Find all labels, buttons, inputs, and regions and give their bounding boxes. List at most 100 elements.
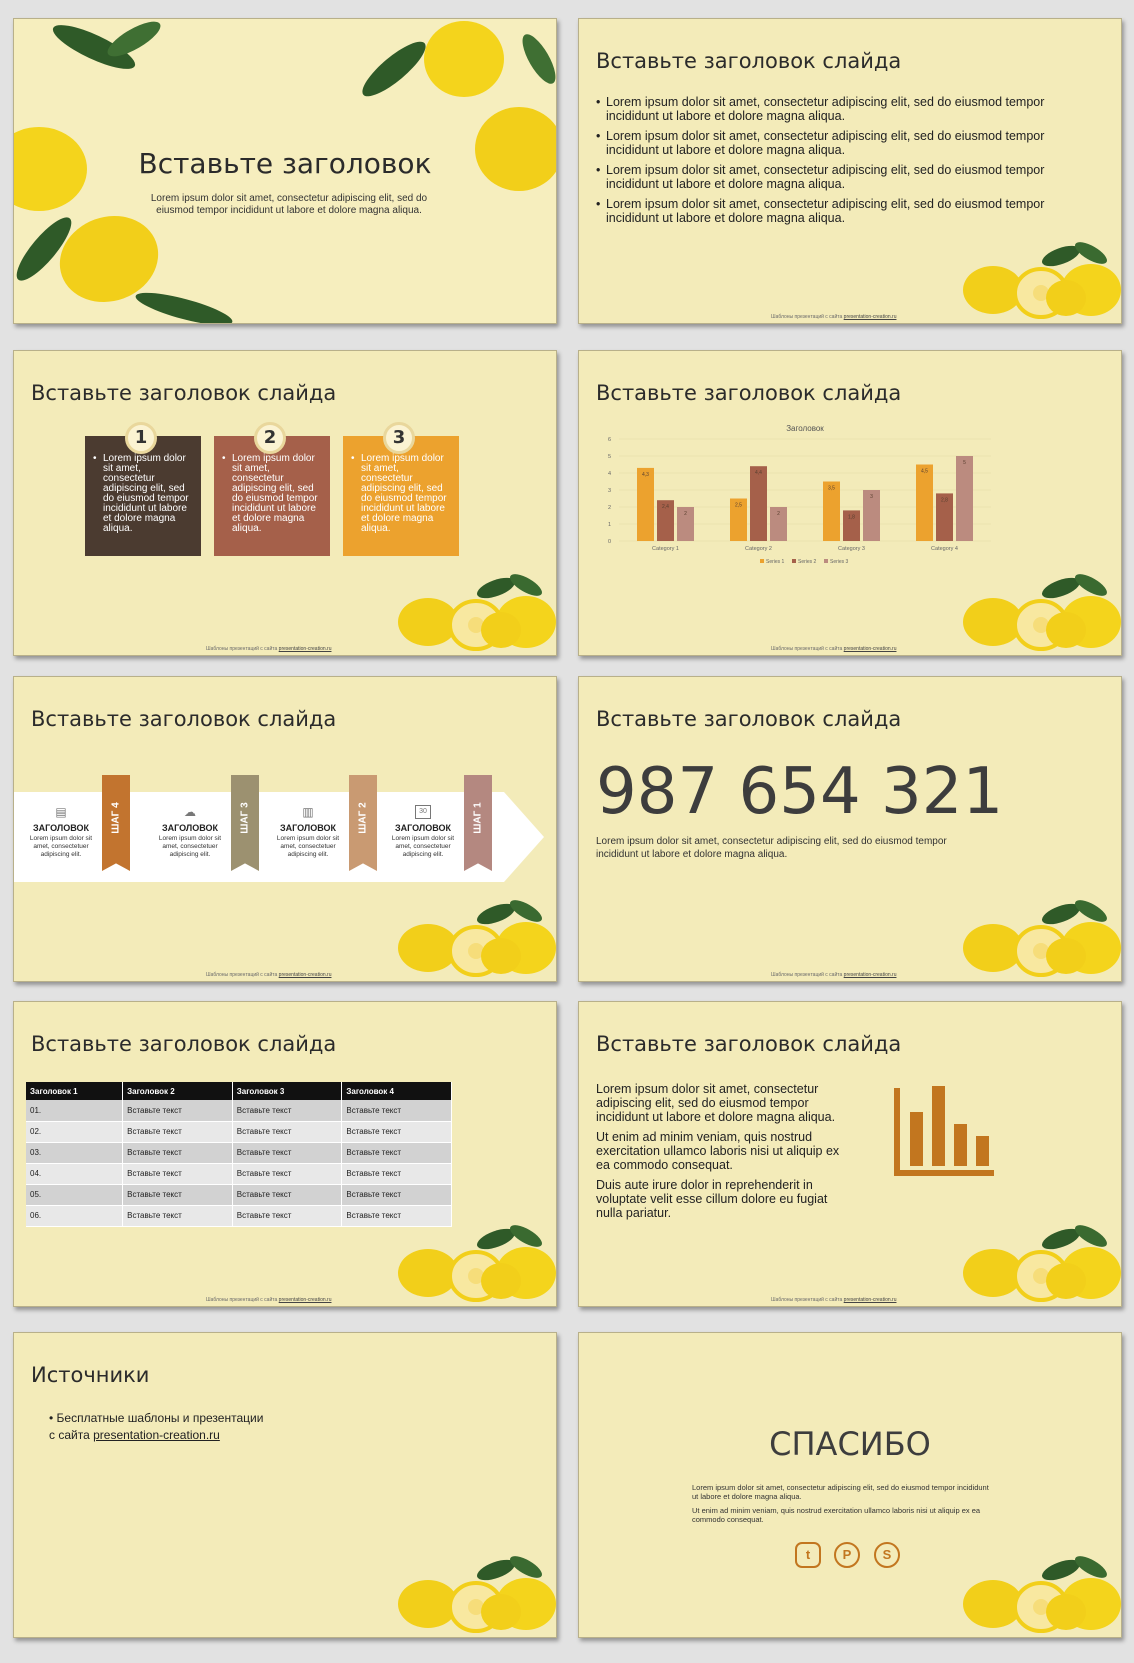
- data-label: 4,4: [755, 470, 762, 476]
- footer-credit: Шаблоны презентаций с сайта presentation…: [206, 646, 332, 652]
- table-row: 06. Вставьте текст Вставьте текст Вставьте …: [26, 1205, 452, 1227]
- bar: [657, 500, 674, 541]
- lemons-image: [963, 1225, 1121, 1302]
- card-2: 2 Lorem ipsum dolor sit amet, consectetu…: [214, 422, 330, 556]
- y-tick-label: 6: [608, 437, 611, 443]
- bullet-item: Lorem ipsum dolor sit amet, consectetur …: [596, 197, 1096, 225]
- step-card: 30 ЗАГОЛОВОК Lorem ipsum dolor sit amet,…: [384, 805, 462, 859]
- bullet-item: Lorem ipsum dolor sit amet, consectetur …: [596, 129, 1096, 157]
- bar-chart: Заголовок 0 1 2 3 4 5 6 4,3 2,4 2 Category 1 2,5 4,4 2…: [608, 424, 991, 565]
- slide-title: Вставьте заголовок слайда: [31, 1032, 337, 1056]
- twitter-icon[interactable]: t: [795, 1542, 821, 1568]
- footer-credit: Шаблоны презентаций с сайта presentation…: [771, 646, 897, 652]
- lemons-photo: [14, 21, 556, 323]
- big-number: 987 654 321: [596, 755, 1004, 829]
- y-tick-label: 0: [608, 539, 611, 545]
- thanks-text: Lorem ipsum dolor sit amet, consectetur …: [692, 1483, 989, 1501]
- paragraphs: Lorem ipsum dolor sit amet, consectetur …: [596, 1082, 846, 1226]
- table-header: Заголовок 3: [232, 1082, 343, 1100]
- cloud-icon: ☁: [184, 805, 196, 819]
- step-card: ☁ ЗАГОЛОВОК Lorem ipsum dolor sit amet, …: [151, 805, 229, 859]
- slide-title: Вставьте заголовок слайда: [596, 1032, 902, 1056]
- slide-subtitle: Lorem ipsum dolor sit amet, consectetur …: [150, 193, 428, 216]
- step-ribbon: ШАГ 3: [231, 775, 259, 871]
- data-label: 2,5: [735, 503, 742, 509]
- step-card: ▤ ЗАГОЛОВОК Lorem ipsum dolor sit amet, …: [22, 805, 100, 859]
- data-table: Заголовок 1 Заголовок 2 Заголовок 3 Заго…: [26, 1082, 452, 1227]
- data-label: 2,4: [662, 504, 669, 510]
- number-caption: Lorem ipsum dolor sit amet, consectetur …: [596, 836, 947, 860]
- footer-link[interactable]: presentation-creation.ru: [843, 1297, 897, 1303]
- card-1: 1 Lorem ipsum dolor sit amet, consectetu…: [85, 422, 201, 556]
- legend-label: Series 1: [766, 559, 785, 565]
- bar: [936, 493, 953, 541]
- footer-link[interactable]: presentation-creation.ru: [843, 646, 897, 652]
- footer-credit: Шаблоны презентаций с сайта presentation…: [206, 972, 332, 978]
- bar: [823, 481, 840, 541]
- table-row: 04. Вставьте текст Вставьте текст Вставьте …: [26, 1163, 452, 1185]
- footer-link[interactable]: presentation-creation.ru: [843, 972, 897, 978]
- lemons-image: [398, 1225, 556, 1302]
- slide-5-steps[interactable]: Вставьте заголовок слайда ▤ ЗАГОЛОВОК Lo…: [13, 676, 557, 982]
- legend-swatch: [760, 559, 764, 563]
- bullet-list: Lorem ipsum dolor sit amet, consectetur …: [596, 95, 1096, 231]
- source-text: Бесплатные шаблоны и презентации: [56, 1411, 264, 1425]
- lemons-image: [398, 900, 556, 977]
- footer-credit: Шаблоны презентаций с сайта presentation…: [206, 1297, 332, 1303]
- footer-link[interactable]: presentation-creation.ru: [278, 1297, 332, 1303]
- arrow-band: [14, 792, 544, 882]
- bar: [750, 466, 767, 541]
- sources-list: • Бесплатные шаблоны и презентации с сай…: [49, 1411, 264, 1442]
- thanks-title: СПАСИБО: [769, 1425, 931, 1463]
- bar: [770, 507, 787, 541]
- skype-icon[interactable]: S: [874, 1542, 900, 1568]
- card-text: Lorem ipsum dolor sit amet, consectetur …: [351, 454, 451, 534]
- data-label: 2: [777, 511, 780, 517]
- legend-swatch: [824, 559, 828, 563]
- slide-title: Вставьте заголовок слайда: [31, 381, 337, 405]
- slide-9-sources[interactable]: Источники • Бесплатные шаблоны и презент…: [13, 1332, 557, 1638]
- slide-7-table[interactable]: Вставьте заголовок слайда Заголовок 1 За…: [13, 1001, 557, 1307]
- bullet-item: Lorem ipsum dolor sit amet, consectetur …: [596, 163, 1096, 191]
- slide-6-number[interactable]: Вставьте заголовок слайда 987 654 321 Lo…: [578, 676, 1122, 982]
- lemons-image: [963, 900, 1121, 977]
- step-ribbon: ШАГ 4: [102, 775, 130, 871]
- slide-1-title[interactable]: Вставьте заголовок Lorem ipsum dolor sit…: [13, 18, 557, 324]
- card-number: 1: [125, 422, 157, 454]
- footer-credit: Шаблоны презентаций с сайта presentation…: [771, 972, 897, 978]
- data-label: 1,8: [848, 514, 855, 520]
- bullet-item: Lorem ipsum dolor sit amet, consectetur …: [596, 95, 1096, 123]
- slide-title: Вставьте заголовок слайда: [31, 707, 337, 731]
- slide-title: Вставьте заголовок слайда: [596, 49, 902, 73]
- lemons-image: [398, 1556, 556, 1633]
- pinterest-icon[interactable]: P: [834, 1542, 860, 1568]
- step-card: ▥ ЗАГОЛОВОК Lorem ipsum dolor sit amet, …: [269, 805, 347, 859]
- y-tick-label: 2: [608, 505, 611, 511]
- paragraph: Duis aute irure dolor in reprehenderit i…: [596, 1178, 828, 1220]
- x-tick-label: Category 2: [745, 546, 772, 552]
- table-row: 02. Вставьте текст Вставьте текст Вставьте …: [26, 1121, 452, 1143]
- paragraph: Lorem ipsum dolor sit amet, consectetur …: [596, 1082, 836, 1124]
- slide-2-bullets[interactable]: Вставьте заголовок слайда Lorem ipsum do…: [578, 18, 1122, 324]
- data-label: 2,8: [941, 497, 948, 503]
- lemons-image: [963, 242, 1121, 319]
- footer-link[interactable]: presentation-creation.ru: [278, 972, 332, 978]
- footer-credit: Шаблоны презентаций с сайта presentation…: [771, 314, 897, 320]
- slide-3-cards[interactable]: Вставьте заголовок слайда 1 Lorem ipsum …: [13, 350, 557, 656]
- x-tick-label: Category 3: [838, 546, 865, 552]
- slide-4-chart[interactable]: Вставьте заголовок слайда Заголовок 0 1 2 3 4…: [578, 350, 1122, 656]
- footer-link[interactable]: presentation-creation.ru: [843, 314, 897, 320]
- slide-title: Вставьте заголовок: [138, 147, 432, 180]
- slide-title: Источники: [31, 1363, 150, 1387]
- footer-link[interactable]: presentation-creation.ru: [278, 646, 332, 652]
- data-label: 3: [870, 494, 873, 500]
- card-3: 3 Lorem ipsum dolor sit amet, consectetu…: [343, 422, 459, 556]
- data-label: 4,5: [921, 469, 928, 475]
- bar: [730, 498, 747, 541]
- slide-10-thanks[interactable]: СПАСИБО Lorem ipsum dolor sit amet, cons…: [578, 1332, 1122, 1638]
- bar: [863, 490, 880, 541]
- data-label: 4,3: [642, 472, 649, 478]
- slide-8-text[interactable]: Вставьте заголовок слайда Lorem ipsum do…: [578, 1001, 1122, 1307]
- step-ribbon: ШАГ 1: [464, 775, 492, 871]
- source-link[interactable]: presentation-creation.ru: [93, 1428, 220, 1442]
